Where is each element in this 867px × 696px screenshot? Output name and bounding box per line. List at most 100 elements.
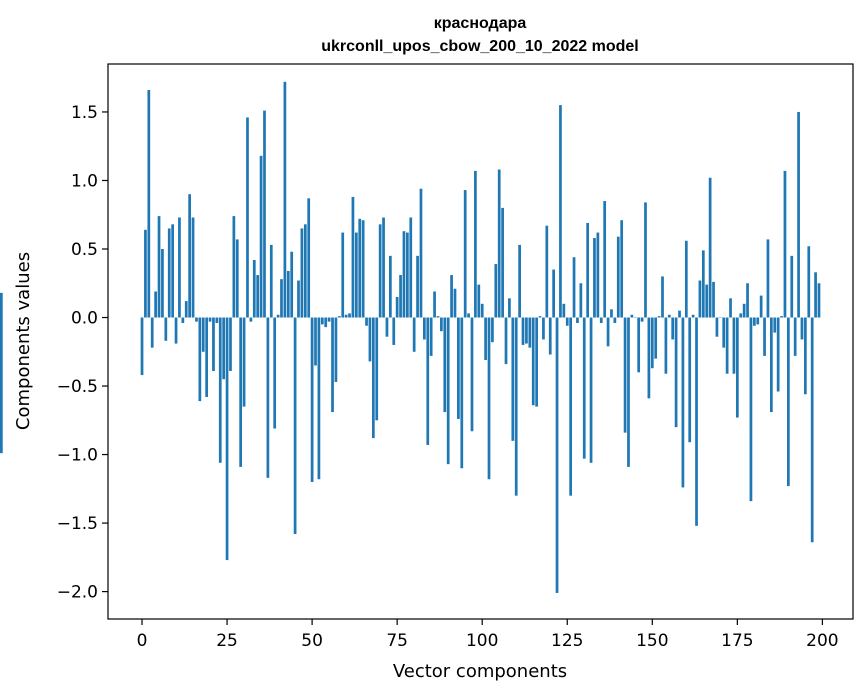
bar-108: [508, 298, 511, 318]
bar-110: [514, 317, 518, 496]
bar-56: [331, 317, 334, 413]
bar-141: [620, 220, 624, 318]
bar-26: [229, 317, 232, 371]
bar-163: [695, 317, 698, 526]
bar-91: [450, 275, 453, 318]
x-tick-label-25: 25: [216, 631, 238, 651]
bar-142: [623, 317, 627, 433]
bar-127: [572, 257, 576, 318]
bar-131: [586, 222, 590, 318]
bar-62: [351, 196, 355, 318]
bar-144: [630, 314, 634, 318]
bar-90: [446, 317, 450, 465]
bar-103: [491, 317, 494, 343]
bar-22: [215, 317, 219, 323]
bar-118: [542, 317, 545, 340]
bar-42: [283, 81, 287, 318]
bar-105: [497, 169, 501, 318]
bar-94: [460, 317, 464, 469]
bar-55: [327, 317, 331, 322]
bar-10: [174, 317, 178, 344]
bar-156: [671, 317, 675, 340]
bar-194: [800, 317, 804, 340]
bar-72: [385, 317, 389, 337]
bar-140: [616, 236, 620, 318]
bar-189: [783, 170, 787, 318]
bar-175: [735, 317, 739, 418]
bar-37: [266, 317, 270, 478]
bar-88: [440, 317, 443, 332]
bar-51: [314, 317, 317, 366]
bar-182: [759, 295, 763, 318]
bar-186: [773, 317, 777, 333]
bar-132: [589, 317, 593, 463]
bar-162: [691, 314, 695, 318]
bar-18: [201, 317, 205, 352]
bar-14: [188, 194, 191, 318]
bar-111: [518, 244, 521, 318]
bar-123: [559, 105, 562, 318]
bar-114: [528, 317, 532, 348]
bar-159: [681, 317, 685, 488]
y-tick-label-2: −1.0: [57, 446, 98, 466]
bar-153: [661, 276, 664, 318]
bar-100: [480, 303, 484, 318]
bar-198: [814, 272, 817, 318]
bar-191: [790, 255, 794, 318]
bar-11: [178, 217, 181, 318]
bar-74: [392, 317, 396, 345]
bar-96: [467, 313, 470, 318]
x-tick-label-0: 0: [137, 631, 148, 651]
bar-28: [235, 239, 239, 318]
bar-52: [317, 317, 321, 480]
bar-122: [555, 317, 559, 593]
bar-130: [582, 317, 586, 459]
bar-128: [576, 317, 579, 323]
y-tick-label-7: 1.5: [71, 103, 98, 123]
bar-undefined: [0, 292, 3, 318]
bar-69: [375, 317, 379, 421]
bar-8: [167, 228, 171, 318]
bar-151: [654, 317, 658, 359]
y-axis-label: Components values: [13, 252, 34, 430]
bar-133: [593, 238, 596, 318]
bar-6: [161, 249, 164, 318]
bar-136: [603, 201, 607, 318]
bar-112: [521, 317, 525, 345]
bar-165: [701, 250, 705, 318]
bar-40: [276, 314, 280, 318]
bar-192: [793, 317, 797, 356]
bar-81: [416, 255, 419, 318]
y-tick-label-3: −0.5: [57, 377, 98, 397]
bar-167: [708, 177, 712, 318]
bar-9: [171, 224, 174, 318]
bar-169: [715, 317, 719, 337]
bar-65: [361, 220, 365, 318]
bar-129: [579, 283, 583, 318]
bar-36: [263, 110, 266, 318]
bar-87: [436, 316, 440, 318]
bar-41: [280, 279, 283, 318]
bar-48: [303, 224, 307, 318]
bar-60: [344, 314, 348, 318]
bar-196: [807, 246, 811, 318]
x-axis-label: Vector components: [393, 661, 567, 682]
bar-66: [365, 317, 368, 326]
bar-98: [474, 170, 477, 318]
bar-79: [409, 217, 413, 318]
bar-149: [647, 317, 651, 399]
bar-82: [419, 188, 423, 318]
bar-27: [232, 216, 236, 318]
bar-64: [358, 218, 362, 318]
chart-title-line1: краснодара: [434, 15, 527, 32]
x-tick-label-125: 125: [551, 631, 583, 651]
bar-16: [195, 317, 198, 322]
bar-119: [545, 225, 549, 318]
bar-120: [548, 317, 552, 355]
bar-45: [293, 317, 297, 535]
bar-50: [310, 317, 314, 482]
bar-146: [637, 317, 641, 373]
bar-undefined: [0, 317, 3, 454]
bar-86: [433, 291, 436, 318]
bar-150: [650, 317, 654, 369]
